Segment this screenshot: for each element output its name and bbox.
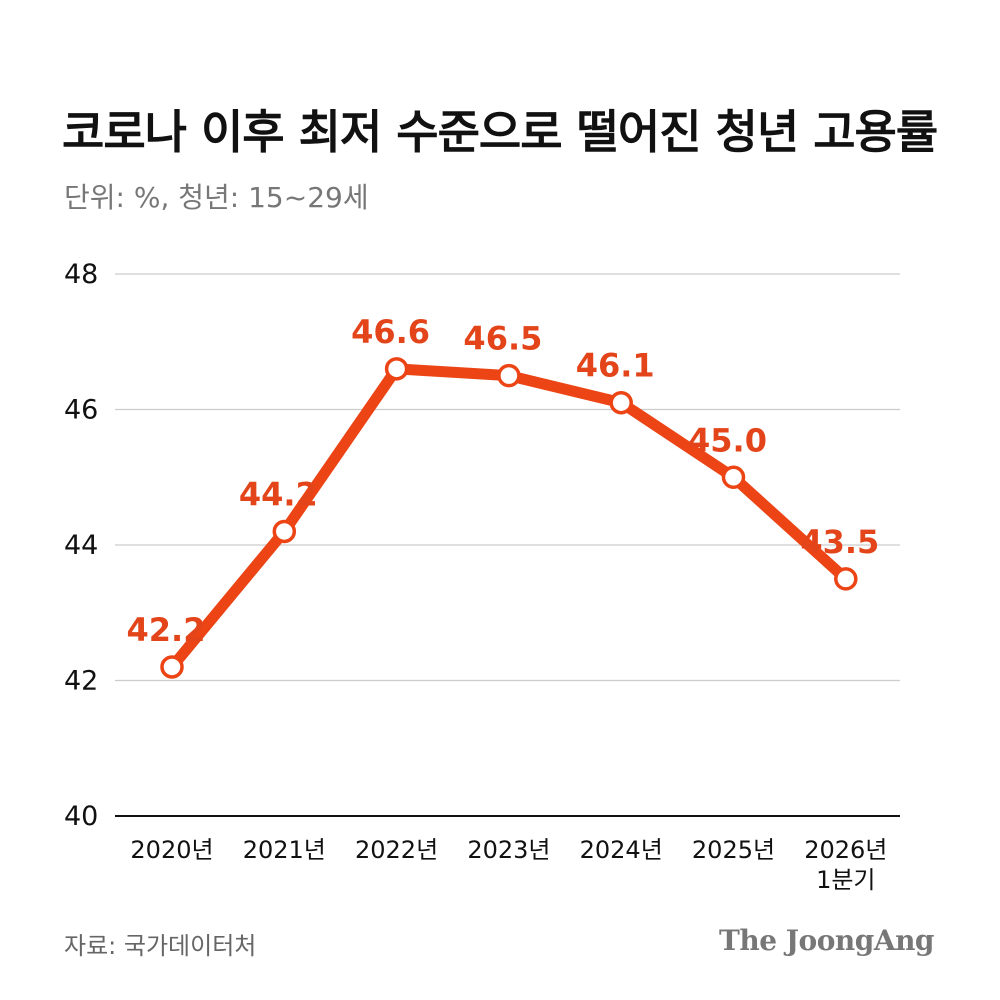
chart-subtitle: 단위: %, 청년: 15~29세: [64, 181, 369, 214]
data-label: 45.0: [688, 421, 767, 459]
x-tick-label: 2021년: [243, 836, 326, 864]
data-label: 46.6: [351, 313, 430, 351]
data-point-marker: [834, 567, 858, 591]
x-tick-label: 2023년: [467, 836, 550, 864]
y-tick-label: 48: [64, 259, 98, 290]
data-label: 46.5: [463, 320, 542, 358]
x-tick-label: 2026년: [804, 836, 887, 864]
data-point-marker: [497, 363, 521, 388]
chart-title: 코로나 이후 최저 수준으로 떨어진 청년 고용률: [62, 105, 938, 159]
x-tick-label: 1분기: [816, 866, 875, 894]
data-point-marker: [272, 519, 297, 544]
source-note: 자료: 국가데이터처: [64, 932, 257, 960]
data-label: 44.2: [239, 475, 318, 513]
brand-logo: The JoongAng: [719, 924, 934, 957]
data-point-marker: [721, 465, 746, 489]
data-point-marker: [160, 655, 184, 679]
data-label: 42.2: [127, 611, 206, 649]
x-tick-label: 2024년: [580, 836, 663, 864]
x-tick-label: 2020년: [130, 836, 213, 864]
x-tick-label: 2022년: [355, 836, 438, 864]
data-point-marker: [609, 390, 633, 415]
series-line: [166, 363, 852, 673]
y-tick-label: 46: [64, 395, 98, 426]
y-tick-label: 40: [64, 801, 98, 832]
data-label: 46.1: [576, 347, 655, 385]
data-point-marker: [384, 357, 409, 381]
data-label: 43.5: [800, 523, 879, 561]
y-tick-label: 42: [64, 666, 98, 697]
y-tick-label: 44: [64, 530, 98, 561]
x-tick-label: 2025년: [692, 836, 775, 864]
